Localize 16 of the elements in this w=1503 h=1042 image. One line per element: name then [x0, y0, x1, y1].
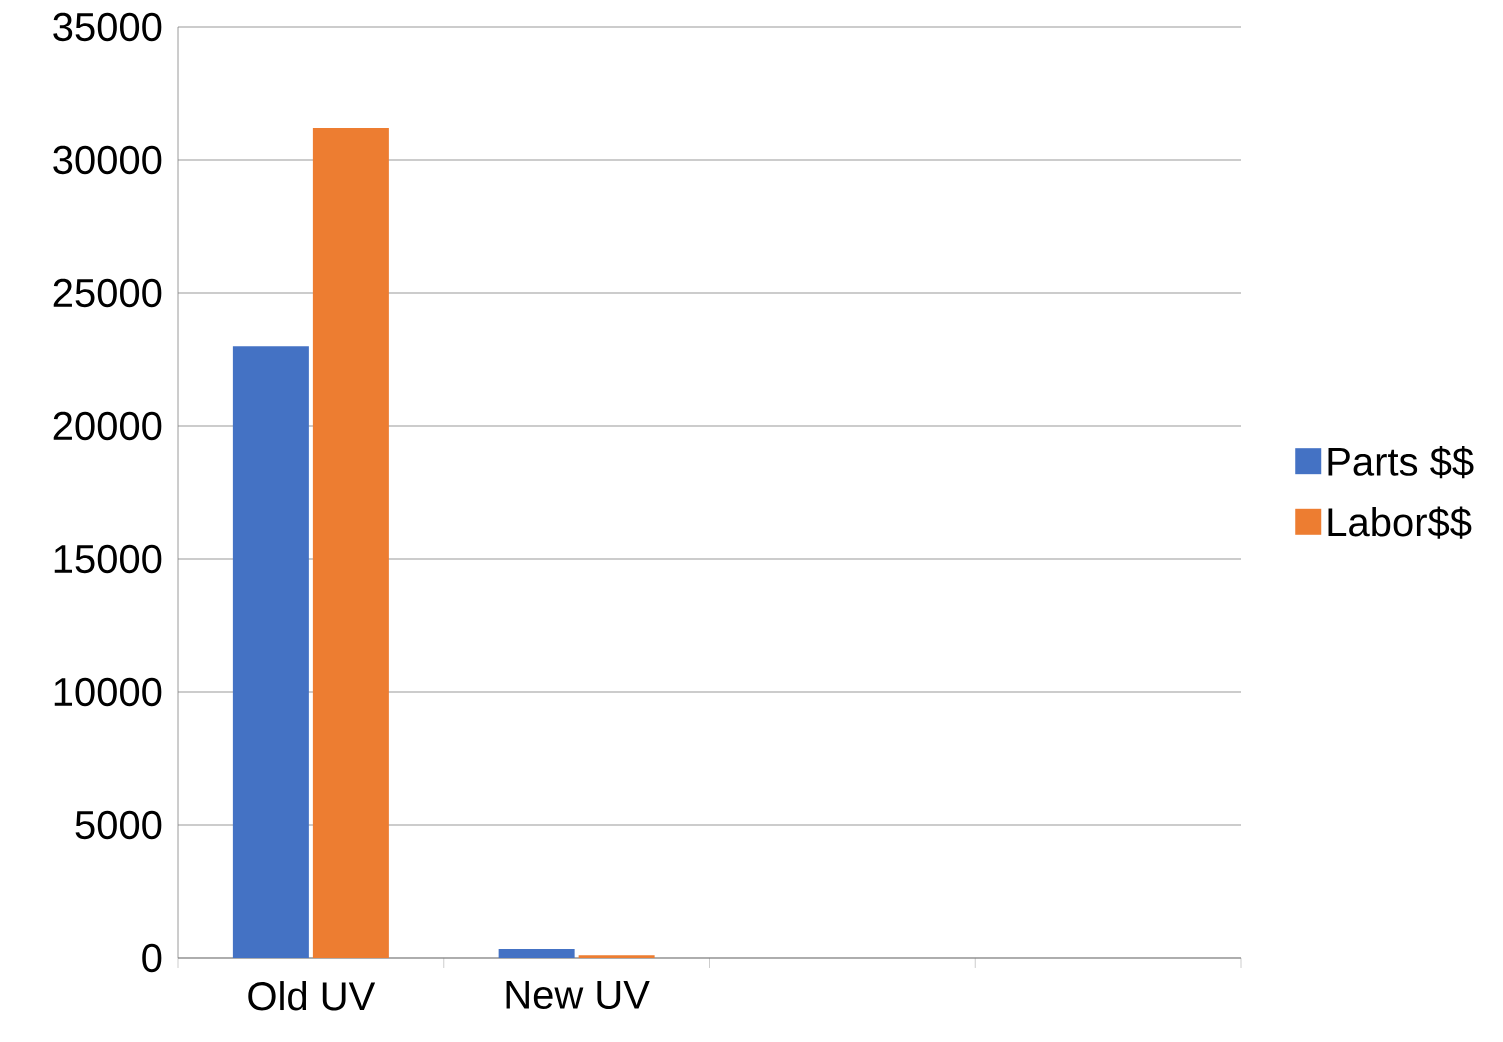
- y-tick-label: 20000: [53, 411, 162, 441]
- y-tick-label: 0: [142, 943, 162, 973]
- bar: [312, 128, 389, 958]
- bar: [232, 346, 309, 958]
- y-tick-label: 30000: [53, 145, 162, 175]
- x-tick-label: Old UV: [248, 981, 376, 1011]
- legend-label: Labor$$: [1328, 506, 1472, 539]
- bar: [578, 955, 655, 958]
- y-tick-label: 35000: [53, 12, 162, 42]
- legend-label: Parts $$: [1328, 445, 1474, 479]
- bar: [498, 948, 575, 958]
- y-tick-label: 10000: [54, 677, 162, 707]
- y-tick-label: 25000: [53, 278, 162, 308]
- y-tick-label: 5000: [75, 810, 162, 840]
- y-tick-label: 15000: [54, 544, 162, 574]
- x-tick-label: New UV: [506, 981, 650, 1009]
